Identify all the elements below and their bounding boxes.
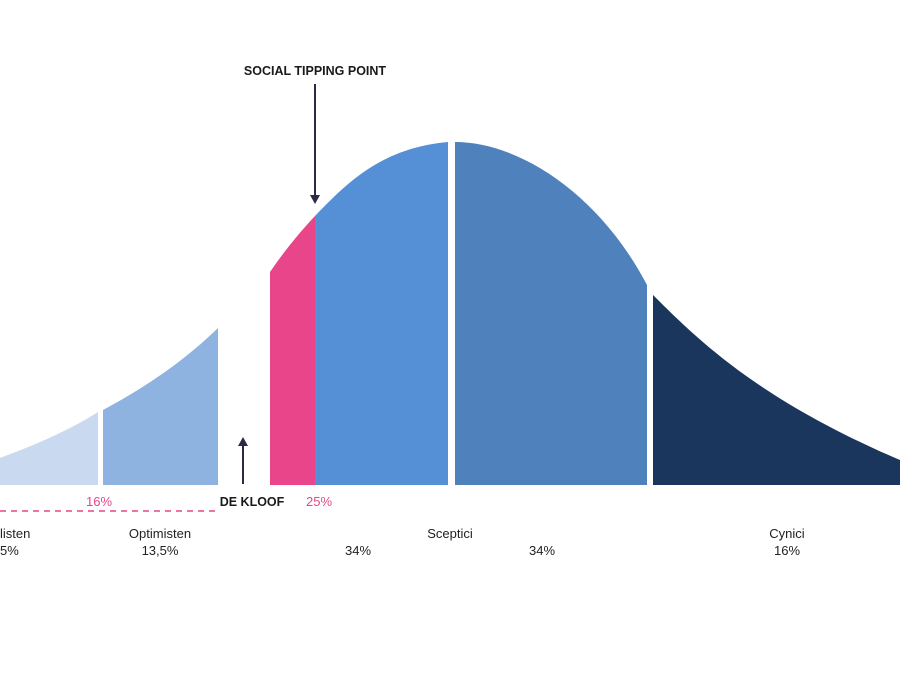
group-share: 34%	[529, 543, 555, 558]
group-label: Optimisten	[129, 526, 191, 541]
group-share: 34%	[345, 543, 371, 558]
segment-innovators	[0, 412, 98, 485]
segment-cynics	[653, 295, 900, 485]
group-share: 13,5%	[142, 543, 179, 558]
segment-early-majority	[315, 142, 448, 485]
group-label: Cynici	[769, 526, 805, 541]
group-share: 5%	[0, 543, 19, 558]
tipping-arrow-head	[310, 195, 320, 204]
group-label: Sceptici	[427, 526, 473, 541]
segment-late-majority	[455, 142, 647, 485]
tipping-label: SOCIAL TIPPING POINT	[244, 64, 387, 78]
chasm-arrow-head	[238, 437, 248, 446]
chasm-label: DE KLOOF	[220, 495, 285, 509]
tipping-share: 25%	[306, 494, 332, 509]
segment-optimists	[103, 328, 218, 485]
chasm-share: 16%	[86, 494, 112, 509]
group-label: listen	[0, 526, 30, 541]
segment-tipping	[270, 216, 315, 485]
group-share: 16%	[774, 543, 800, 558]
